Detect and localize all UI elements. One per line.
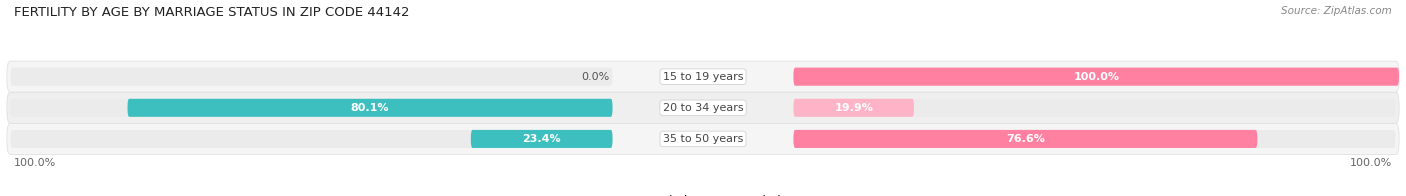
Legend: Married, Unmarried: Married, Unmarried xyxy=(620,191,786,196)
Text: Source: ZipAtlas.com: Source: ZipAtlas.com xyxy=(1281,6,1392,16)
FancyBboxPatch shape xyxy=(128,99,613,117)
Text: 80.1%: 80.1% xyxy=(350,103,389,113)
Text: 20 to 34 years: 20 to 34 years xyxy=(662,103,744,113)
Text: 15 to 19 years: 15 to 19 years xyxy=(662,72,744,82)
FancyBboxPatch shape xyxy=(793,99,914,117)
FancyBboxPatch shape xyxy=(7,123,1399,154)
Text: 35 to 50 years: 35 to 50 years xyxy=(662,134,744,144)
FancyBboxPatch shape xyxy=(10,130,613,148)
Text: 0.0%: 0.0% xyxy=(581,72,609,82)
FancyBboxPatch shape xyxy=(793,130,1257,148)
FancyBboxPatch shape xyxy=(793,68,1399,86)
FancyBboxPatch shape xyxy=(7,61,1399,92)
Text: 100.0%: 100.0% xyxy=(1073,72,1119,82)
FancyBboxPatch shape xyxy=(7,92,1399,123)
Text: 19.9%: 19.9% xyxy=(834,103,873,113)
FancyBboxPatch shape xyxy=(10,68,613,86)
FancyBboxPatch shape xyxy=(793,68,1396,86)
Text: FERTILITY BY AGE BY MARRIAGE STATUS IN ZIP CODE 44142: FERTILITY BY AGE BY MARRIAGE STATUS IN Z… xyxy=(14,6,409,19)
Text: 23.4%: 23.4% xyxy=(523,134,561,144)
Text: 100.0%: 100.0% xyxy=(1350,158,1392,168)
Text: 100.0%: 100.0% xyxy=(14,158,56,168)
FancyBboxPatch shape xyxy=(793,130,1396,148)
FancyBboxPatch shape xyxy=(793,99,1396,117)
FancyBboxPatch shape xyxy=(10,99,613,117)
Text: 76.6%: 76.6% xyxy=(1005,134,1045,144)
FancyBboxPatch shape xyxy=(471,130,613,148)
